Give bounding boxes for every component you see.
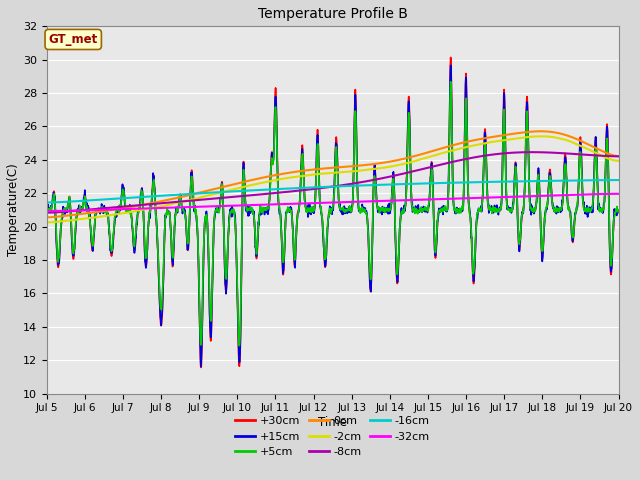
+5cm — [43, 207, 51, 213]
-32cm — [614, 191, 622, 197]
-32cm — [87, 207, 95, 213]
Line: -8cm: -8cm — [47, 152, 618, 213]
-32cm — [298, 201, 305, 206]
0cm — [110, 207, 118, 213]
-16cm — [87, 197, 95, 203]
+30cm — [614, 207, 622, 213]
+15cm — [43, 203, 51, 208]
-2cm — [87, 215, 95, 221]
+30cm — [447, 55, 454, 60]
+30cm — [286, 207, 294, 213]
+30cm — [197, 364, 205, 370]
-2cm — [43, 219, 51, 225]
+15cm — [298, 160, 305, 166]
+15cm — [447, 62, 454, 68]
+5cm — [110, 222, 118, 228]
0cm — [87, 210, 95, 216]
-8cm — [87, 206, 95, 212]
Line: +15cm: +15cm — [47, 65, 618, 366]
0cm — [285, 170, 293, 176]
+15cm — [286, 206, 294, 212]
Text: GT_met: GT_met — [49, 33, 98, 46]
-2cm — [368, 166, 376, 172]
+5cm — [447, 79, 454, 84]
0cm — [537, 128, 545, 134]
-2cm — [538, 133, 545, 139]
-16cm — [298, 185, 305, 191]
-8cm — [285, 189, 293, 194]
-8cm — [110, 204, 118, 210]
-8cm — [528, 149, 536, 155]
-2cm — [614, 158, 622, 164]
-8cm — [43, 210, 51, 216]
Line: -2cm: -2cm — [47, 136, 618, 222]
-32cm — [43, 208, 51, 214]
+5cm — [614, 207, 622, 213]
-8cm — [308, 186, 316, 192]
+30cm — [43, 207, 51, 213]
0cm — [368, 161, 376, 167]
-16cm — [43, 200, 51, 205]
-16cm — [614, 177, 622, 183]
0cm — [43, 215, 51, 220]
-8cm — [368, 177, 376, 183]
0cm — [614, 153, 622, 159]
+5cm — [308, 205, 316, 211]
+15cm — [308, 204, 316, 210]
-2cm — [308, 172, 316, 178]
-16cm — [308, 185, 316, 191]
+15cm — [87, 229, 95, 235]
-16cm — [285, 186, 293, 192]
-8cm — [298, 188, 305, 193]
Line: +5cm: +5cm — [47, 82, 618, 346]
+5cm — [369, 230, 376, 236]
Line: -32cm: -32cm — [47, 194, 618, 211]
Line: -16cm: -16cm — [47, 180, 618, 203]
+15cm — [197, 363, 205, 369]
+30cm — [308, 207, 316, 213]
-32cm — [308, 200, 316, 206]
0cm — [298, 168, 305, 174]
-16cm — [110, 196, 118, 202]
-32cm — [285, 201, 293, 207]
-32cm — [368, 198, 376, 204]
-8cm — [614, 154, 622, 159]
+5cm — [286, 205, 294, 211]
+15cm — [110, 225, 118, 230]
+15cm — [614, 207, 622, 213]
-2cm — [285, 175, 293, 180]
+5cm — [87, 229, 95, 235]
+30cm — [298, 153, 305, 159]
Title: Temperature Profile B: Temperature Profile B — [258, 7, 408, 21]
Line: 0cm: 0cm — [47, 131, 618, 217]
Legend: +30cm, +15cm, +5cm, 0cm, -2cm, -8cm, -16cm, -32cm: +30cm, +15cm, +5cm, 0cm, -2cm, -8cm, -16… — [231, 411, 435, 461]
+5cm — [298, 161, 305, 167]
X-axis label: Time: Time — [318, 416, 347, 429]
+30cm — [369, 230, 376, 236]
+15cm — [369, 232, 376, 238]
Line: +30cm: +30cm — [47, 58, 618, 367]
+30cm — [110, 224, 118, 229]
-32cm — [110, 206, 118, 212]
0cm — [308, 167, 316, 173]
-16cm — [368, 182, 376, 188]
+5cm — [236, 343, 243, 348]
-2cm — [298, 173, 305, 179]
+30cm — [87, 232, 95, 238]
-2cm — [110, 212, 118, 217]
Y-axis label: Temperature(C): Temperature(C) — [7, 164, 20, 256]
